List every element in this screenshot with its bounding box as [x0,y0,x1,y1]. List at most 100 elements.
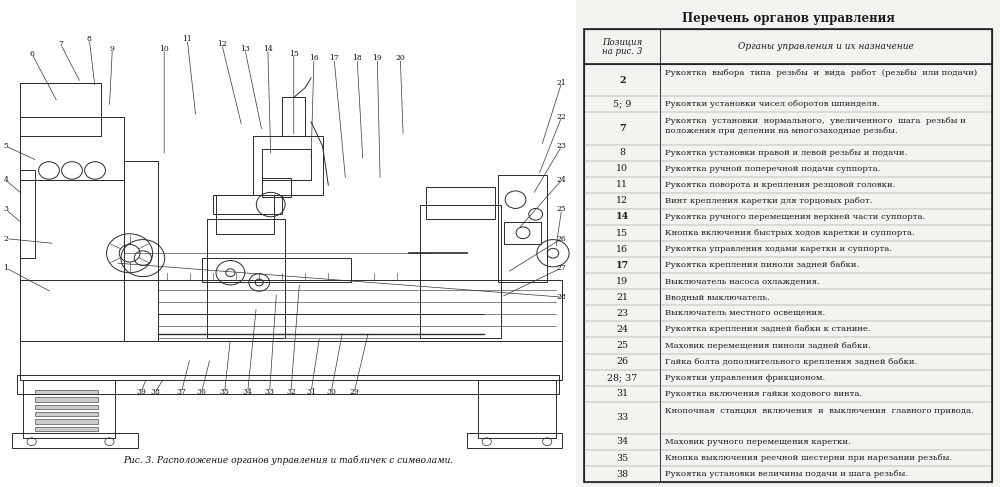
Text: Органы управления и их назначение: Органы управления и их назначение [738,42,914,51]
Text: 22: 22 [557,113,566,121]
Bar [35,419,98,424]
Text: 29: 29 [349,388,359,396]
Text: 8: 8 [87,35,92,43]
Bar [262,149,311,180]
Text: Выключатель насоса охлаждения.: Выключатель насоса охлаждения. [665,277,820,285]
Bar [35,390,98,394]
Text: 20: 20 [395,55,405,62]
Bar [35,397,98,402]
Text: 35: 35 [616,453,628,463]
Bar [12,433,138,448]
Bar [20,180,124,341]
Text: Выключатель местного освещения.: Выключатель местного освещения. [665,309,825,318]
Bar [20,83,101,136]
Text: 28: 28 [557,293,566,301]
Bar [467,433,562,448]
Text: 19: 19 [372,55,382,62]
Text: Рукоятка поворота и крепления резцовой головки.: Рукоятка поворота и крепления резцовой г… [665,181,895,189]
Text: 33: 33 [616,413,628,422]
Text: 27: 27 [557,264,566,272]
Text: 30: 30 [326,388,336,396]
Text: Кнопка включения быстрых ходов каретки и суппорта.: Кнопка включения быстрых ходов каретки и… [665,229,915,237]
Text: 5: 5 [3,142,8,150]
Text: 25: 25 [616,341,628,350]
Text: Перечень органов управления: Перечень органов управления [682,12,894,25]
Text: Рукоятка управления ходами каретки и суппорта.: Рукоятка управления ходами каретки и суп… [665,245,892,253]
Text: 24: 24 [616,325,628,334]
Text: 26: 26 [616,357,628,366]
Bar [35,412,98,416]
Text: 7: 7 [619,124,625,133]
Text: 17: 17 [616,261,629,270]
Text: 34: 34 [243,388,253,396]
Text: 23: 23 [616,309,628,318]
Bar [20,117,124,180]
Text: Кнопочная  станция  включения  и  выключения  главного привода.: Кнопочная станция включения и выключения… [665,407,974,414]
Text: Кнопка выключения реечной шестерни при нарезании резьбы.: Кнопка выключения реечной шестерни при н… [665,454,952,462]
Text: 3: 3 [3,206,8,213]
Text: 14: 14 [263,45,273,53]
Bar [20,170,35,258]
Text: 24: 24 [557,176,566,184]
Text: 10: 10 [616,164,628,173]
Text: 6: 6 [29,50,34,57]
Text: 18: 18 [352,55,362,62]
Text: 2: 2 [3,235,8,243]
Bar [23,380,115,438]
Text: 2: 2 [619,76,625,85]
Text: 10: 10 [159,45,169,53]
Bar [282,97,305,136]
Text: Рукоятка ручной поперечной подачи суппорта.: Рукоятка ручной поперечной подачи суппор… [665,165,880,173]
Text: 26: 26 [557,235,566,243]
Text: 38: 38 [151,388,160,396]
Bar [20,280,562,341]
Bar [253,136,323,195]
Text: 33: 33 [265,388,275,396]
Text: 12: 12 [217,40,227,48]
Text: 32: 32 [286,388,296,396]
Bar [216,195,274,234]
Text: Рукоятка  выбора  типа  резьбы  и  вида  работ  (резьбы  или подачи): Рукоятка выбора типа резьбы и вида работ… [665,69,977,77]
Bar [202,258,351,282]
Text: 36: 36 [197,388,207,396]
Text: 35: 35 [220,388,230,396]
Text: Маховик ручного перемещения каретки.: Маховик ручного перемещения каретки. [665,438,851,446]
Text: Гайка болта дополнительного крепления задней бабки.: Гайка болта дополнительного крепления за… [665,357,917,366]
Text: Винт крепления каретки для торцовых работ.: Винт крепления каретки для торцовых рабо… [665,197,872,205]
Text: 11: 11 [616,180,628,189]
Text: 25: 25 [557,206,566,213]
Text: Вводный выключатель.: Вводный выключатель. [665,293,770,301]
Bar [35,405,98,409]
Text: 17: 17 [329,55,339,62]
Bar [124,161,158,341]
Bar [504,222,541,244]
Bar [207,219,285,338]
Bar [20,341,562,380]
Text: 21: 21 [557,79,566,87]
Text: 21: 21 [616,293,628,302]
Bar [478,380,556,438]
Text: 15: 15 [616,228,628,238]
Text: 19: 19 [616,277,628,286]
Text: 14: 14 [616,212,629,222]
Text: 5; 9: 5; 9 [613,100,631,109]
Text: 31: 31 [616,389,628,398]
Text: Рукоятка крепления задней бабки к станине.: Рукоятка крепления задней бабки к станин… [665,325,871,334]
Text: 28; 37: 28; 37 [607,373,637,382]
Text: Рукоятка установки правой и левой резьбы и подачи.: Рукоятка установки правой и левой резьбы… [665,149,907,157]
Bar [35,427,98,431]
Text: 7: 7 [58,40,63,48]
Text: 13: 13 [240,45,250,53]
Bar [17,375,559,394]
Text: Рукоятка включения гайки ходового винта.: Рукоятка включения гайки ходового винта. [665,390,862,398]
Text: 31: 31 [306,388,316,396]
Text: Рукоятка установки величины подачи и шага резьбы.: Рукоятка установки величины подачи и шаг… [665,470,908,478]
Text: 12: 12 [616,196,628,206]
Text: 8: 8 [619,148,625,157]
Text: 23: 23 [557,142,567,150]
Text: 9: 9 [110,45,115,53]
Text: 1: 1 [3,264,8,272]
Bar [420,205,501,338]
Bar [262,178,291,197]
Text: Рукоятки установки чисел оборотов шпинделя.: Рукоятки установки чисел оборотов шпинде… [665,100,880,109]
